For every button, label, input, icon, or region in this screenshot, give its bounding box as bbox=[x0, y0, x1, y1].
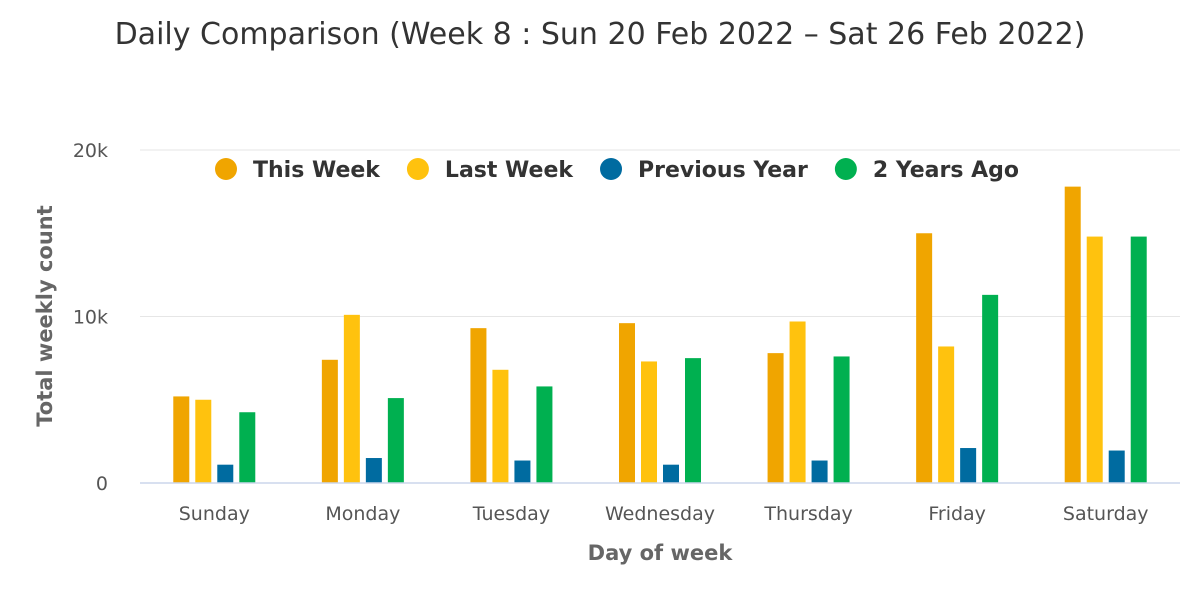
y-tick-label: 0 bbox=[96, 473, 108, 495]
bar-last-week-saturday[interactable] bbox=[1086, 236, 1103, 483]
gridlines bbox=[140, 149, 1180, 317]
x-tick-label: Tuesday bbox=[472, 503, 550, 525]
legend-item-previous-year[interactable]: Previous Year bbox=[600, 158, 808, 183]
y-axis-ticks: 0 10k 20k bbox=[73, 140, 108, 495]
legend-marker bbox=[215, 158, 237, 180]
legend: This Week Last Week Previous Year 2 Years A… bbox=[215, 158, 1019, 183]
bar-this-week-sunday[interactable] bbox=[173, 396, 190, 483]
bar-2-years-ago-saturday[interactable] bbox=[1130, 236, 1147, 483]
x-tick-label: Thursday bbox=[763, 503, 852, 525]
bars bbox=[173, 186, 1147, 483]
bar-last-week-tuesday[interactable] bbox=[492, 369, 509, 483]
legend-marker bbox=[600, 158, 623, 180]
bar-previous-year-monday[interactable] bbox=[365, 458, 382, 483]
legend-marker bbox=[406, 158, 429, 180]
y-axis-title: Total weekly count bbox=[33, 205, 57, 427]
bar-2-years-ago-monday[interactable] bbox=[387, 398, 404, 483]
bar-this-week-friday[interactable] bbox=[916, 233, 933, 483]
x-axis-ticks: Sunday Monday Tuesday Wednesday Thursday Frid… bbox=[179, 503, 1149, 525]
y-tick-label: 20k bbox=[73, 140, 108, 162]
bar-2-years-ago-wednesday[interactable] bbox=[685, 358, 701, 483]
x-tick-label: Sunday bbox=[179, 503, 250, 525]
bar-2-years-ago-tuesday[interactable] bbox=[536, 386, 553, 483]
bar-this-week-saturday[interactable] bbox=[1064, 186, 1081, 483]
bar-previous-year-thursday[interactable] bbox=[811, 460, 828, 483]
legend-item-2-years-ago[interactable]: 2 Years Ago bbox=[834, 158, 1019, 183]
x-tick-label: Friday bbox=[928, 503, 986, 525]
bar-this-week-wednesday[interactable] bbox=[619, 323, 635, 483]
bar-2-years-ago-sunday[interactable] bbox=[239, 412, 256, 483]
legend-label: This Week bbox=[253, 158, 381, 183]
bar-2-years-ago-friday[interactable] bbox=[982, 294, 999, 483]
bar-this-week-tuesday[interactable] bbox=[470, 328, 487, 483]
x-tick-label: Wednesday bbox=[605, 503, 715, 525]
x-tick-label: Saturday bbox=[1063, 503, 1149, 525]
bar-last-week-sunday[interactable] bbox=[195, 399, 212, 483]
bar-last-week-monday[interactable] bbox=[343, 314, 360, 483]
bar-last-week-thursday[interactable] bbox=[789, 321, 806, 483]
bar-last-week-wednesday[interactable] bbox=[641, 361, 657, 483]
bar-previous-year-friday[interactable] bbox=[960, 448, 977, 483]
bar-previous-year-tuesday[interactable] bbox=[514, 460, 531, 483]
legend-marker bbox=[834, 158, 857, 180]
y-tick-label: 10k bbox=[73, 307, 108, 329]
bar-last-week-friday[interactable] bbox=[938, 346, 955, 483]
bar-this-week-thursday[interactable] bbox=[767, 353, 784, 483]
legend-label: Last Week bbox=[445, 158, 574, 183]
legend-item-this-week[interactable]: This Week bbox=[215, 158, 381, 183]
bar-2-years-ago-thursday[interactable] bbox=[833, 356, 850, 483]
x-tick-label: Monday bbox=[325, 503, 400, 525]
bar-this-week-monday[interactable] bbox=[321, 359, 338, 483]
x-axis-title: Day of week bbox=[588, 541, 734, 565]
bar-previous-year-saturday[interactable] bbox=[1108, 450, 1125, 483]
bar-previous-year-sunday[interactable] bbox=[217, 464, 234, 483]
chart-title: Daily Comparison (Week 8 : Sun 20 Feb 20… bbox=[115, 17, 1086, 52]
legend-label: Previous Year bbox=[638, 158, 808, 183]
legend-item-last-week[interactable]: Last Week bbox=[406, 158, 574, 183]
legend-label: 2 Years Ago bbox=[873, 158, 1019, 183]
bar-previous-year-wednesday[interactable] bbox=[663, 464, 679, 483]
